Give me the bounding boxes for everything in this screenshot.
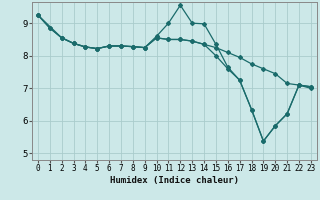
X-axis label: Humidex (Indice chaleur): Humidex (Indice chaleur) [110, 176, 239, 185]
